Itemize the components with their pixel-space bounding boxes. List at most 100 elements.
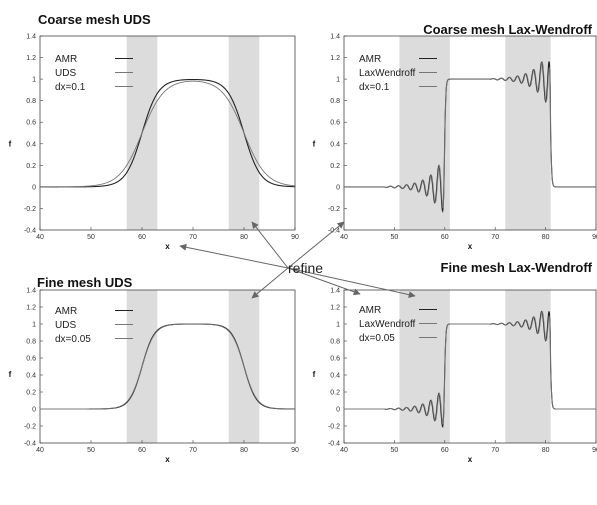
x-tick-label: 50 (87, 234, 95, 241)
x-tick-label: 50 (391, 234, 399, 241)
x-tick-label: 60 (138, 234, 146, 241)
y-tick-label: -0.4 (328, 441, 340, 448)
x-tick-label: 90 (592, 234, 597, 241)
y-axis-label: f (9, 140, 12, 149)
y-tick-label: 1.2 (330, 55, 340, 62)
legend: AMR UDS dx=0.1 (55, 54, 133, 93)
y-tick-label: 0.6 (330, 356, 340, 363)
refine-arrow (251, 267, 289, 299)
y-tick-label: 0.8 (330, 98, 340, 105)
x-tick-label: 40 (36, 447, 44, 454)
refine-arrow (287, 221, 345, 269)
y-tick-label: -0.2 (328, 424, 340, 431)
y-tick-label: 0 (336, 184, 340, 191)
y-tick-label: 0.2 (330, 390, 340, 397)
legend-entry: AMR (359, 305, 381, 316)
x-tick-label: 60 (441, 447, 449, 454)
legend-entry: UDS (55, 68, 76, 79)
y-tick-label: 0.8 (330, 339, 340, 346)
y-tick-label: 1.4 (26, 288, 36, 295)
legend-entry: AMR (359, 54, 381, 65)
legend-entry: AMR (55, 306, 77, 317)
series-line-laxwendroff (344, 61, 596, 209)
y-tick-label: 0.4 (26, 373, 36, 380)
x-tick-label: 60 (138, 447, 146, 454)
x-tick-label: 90 (291, 234, 299, 241)
y-tick-label: 0.6 (26, 356, 36, 363)
y-tick-label: 0 (32, 184, 36, 191)
y-tick-label: 1.4 (330, 288, 340, 295)
x-tick-label: 40 (340, 447, 348, 454)
y-tick-label: 0.8 (26, 98, 36, 105)
x-tick-label: 50 (87, 447, 95, 454)
y-tick-label: 0.2 (26, 390, 36, 397)
panel-title: Coarse mesh Lax-Wendroff (423, 22, 592, 37)
x-tick-label: 70 (189, 447, 197, 454)
y-tick-label: 0.4 (330, 141, 340, 148)
plot-frame (343, 35, 597, 231)
x-tick-label: 50 (391, 447, 399, 454)
panel-title: Fine mesh Lax-Wendroff (441, 260, 593, 275)
plot-frame (343, 289, 597, 444)
y-tick-label: 1 (336, 77, 340, 84)
y-tick-label: 1.4 (330, 34, 340, 41)
y-axis-label: f (313, 140, 316, 149)
x-axis-label: x (468, 242, 473, 251)
legend-entry: AMR (55, 54, 77, 65)
legend: AMR LaxWendroff dx=0.05 (359, 305, 437, 344)
y-tick-label: 1.2 (26, 55, 36, 62)
legend-entry: dx=0.05 (55, 334, 91, 345)
y-axis-label: f (9, 370, 12, 379)
panel-1: -0.4 -0.2 0 0.2 0.4 0.6 0.8 1 1.2 1.4 40 50 60 70 80 90… (9, 12, 299, 251)
y-tick-label: -0.2 (24, 206, 36, 213)
y-tick-label: 1 (336, 322, 340, 329)
x-axis-label: x (165, 455, 170, 464)
legend-entry: dx=0.1 (55, 82, 86, 93)
legend: AMR LaxWendroff dx=0.1 (359, 54, 437, 93)
x-tick-label: 40 (340, 234, 348, 241)
x-tick-label: 70 (491, 447, 499, 454)
x-tick-label: 90 (291, 447, 299, 454)
x-tick-label: 40 (36, 234, 44, 241)
y-tick-label: 0.6 (330, 120, 340, 127)
y-tick-label: -0.4 (24, 228, 36, 235)
legend-entry: LaxWendroff (359, 319, 416, 330)
refine-arrow (287, 267, 416, 299)
x-tick-label: 70 (189, 234, 197, 241)
x-tick-label: 90 (592, 447, 597, 454)
y-tick-label: 1.2 (330, 305, 340, 312)
plot-frame (39, 289, 296, 444)
x-tick-label: 80 (542, 234, 550, 241)
legend-entry: LaxWendroff (359, 68, 416, 79)
y-tick-label: 1 (32, 77, 36, 84)
panel-4: -0.4 -0.2 0 0.2 0.4 0.6 0.8 1 1.2 1.4 40 50 60 70 80 90… (313, 260, 597, 464)
x-axis-label: x (468, 455, 473, 464)
y-axis-label: f (313, 370, 316, 379)
y-tick-label: -0.4 (328, 228, 340, 235)
x-tick-label: 80 (542, 447, 550, 454)
y-tick-label: -0.2 (24, 424, 36, 431)
y-tick-label: 1 (32, 322, 36, 329)
y-tick-label: 1.2 (26, 305, 36, 312)
plot-frame (39, 35, 296, 231)
refine-arrow (179, 243, 289, 269)
y-tick-label: 0.6 (26, 120, 36, 127)
panel-title: Fine mesh UDS (37, 275, 133, 290)
y-tick-label: 1.4 (26, 34, 36, 41)
refine-arrows (179, 221, 416, 299)
y-tick-label: 0 (32, 407, 36, 414)
refine-label: refine (288, 260, 323, 276)
refined-region (505, 290, 551, 443)
x-tick-label: 70 (491, 234, 499, 241)
panel-title: Coarse mesh UDS (38, 12, 151, 27)
refine-arrow (287, 267, 361, 296)
series-line-uds (40, 323, 295, 410)
legend-entry: dx=0.1 (359, 82, 390, 93)
y-tick-label: -0.4 (24, 441, 36, 448)
y-tick-label: 0.2 (26, 163, 36, 170)
series-line-uds (40, 80, 296, 188)
panel-3: -0.4 -0.2 0 0.2 0.4 0.6 0.8 1 1.2 1.4 40 50 60 70 80 90… (9, 275, 299, 464)
legend-entry: dx=0.05 (359, 333, 395, 344)
x-tick-label: 60 (441, 234, 449, 241)
